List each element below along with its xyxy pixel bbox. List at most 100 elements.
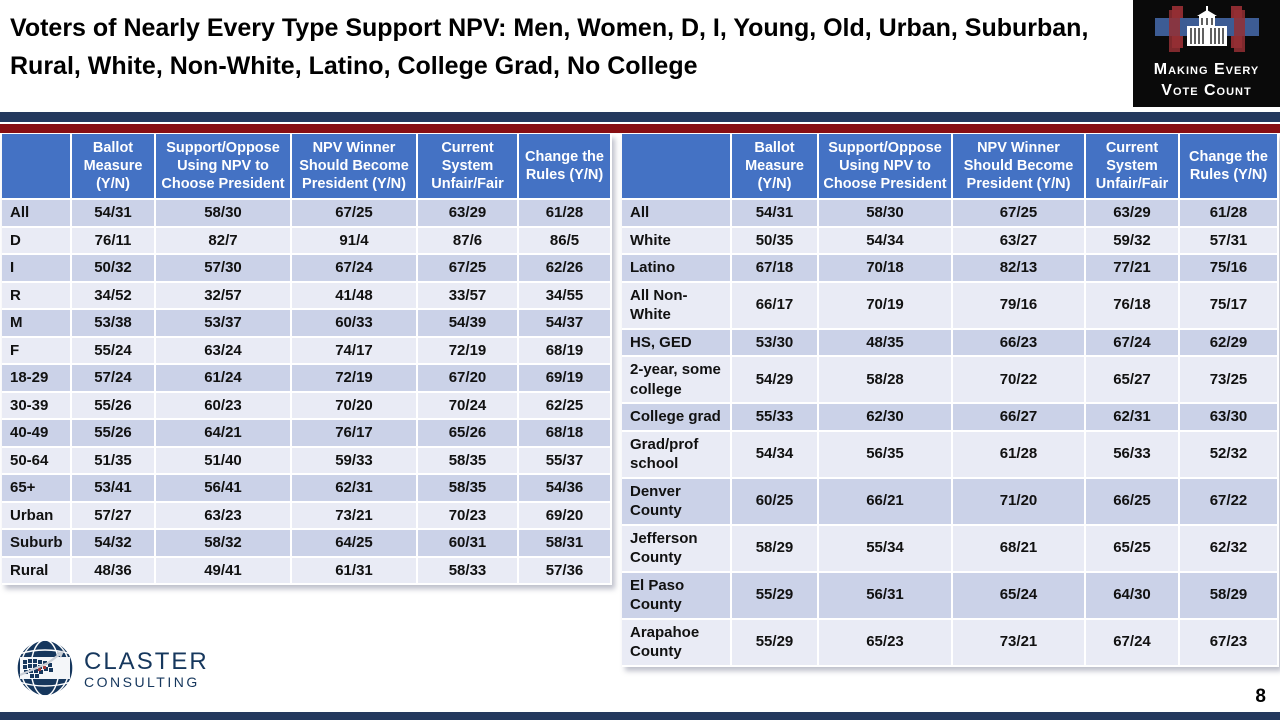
value-cell: 60/23: [156, 392, 292, 420]
value-cell: 58/31: [519, 530, 612, 558]
value-cell: 51/40: [156, 447, 292, 475]
mevc-logo-line2: Vote Count: [1161, 81, 1252, 99]
table-row: Latino 67/18 70/18 82/13 77/21 75/16: [622, 255, 1279, 283]
value-cell: 68/18: [519, 420, 612, 448]
value-cell: 65/26: [418, 420, 519, 448]
value-cell: 66/21: [819, 478, 953, 526]
value-cell: 53/30: [732, 329, 819, 357]
value-cell: 65/27: [1086, 357, 1180, 404]
value-cell: 67/25: [418, 255, 519, 283]
value-cell: 64/25: [292, 530, 418, 558]
value-cell: 67/25: [292, 200, 418, 228]
value-cell: 55/29: [732, 619, 819, 667]
row-label-cell: All: [2, 200, 72, 228]
bottom-bar: [0, 712, 1280, 720]
row-label-cell: White: [622, 227, 732, 255]
value-cell: 55/24: [72, 337, 156, 365]
row-label-cell: Denver County: [622, 478, 732, 526]
value-cell: 54/39: [418, 310, 519, 338]
row-label-cell: 30-39: [2, 392, 72, 420]
column-header-cell: [2, 134, 72, 200]
value-cell: 71/20: [953, 478, 1086, 526]
row-label-cell: 40-49: [2, 420, 72, 448]
table-row: I 50/32 57/30 67/24 67/25 62/26: [2, 255, 612, 283]
table-row: D 76/11 82/7 91/4 87/6 86/5: [2, 227, 612, 255]
row-label-cell: All Non-White: [622, 282, 732, 330]
value-cell: 50/32: [72, 255, 156, 283]
value-cell: 54/29: [732, 357, 819, 404]
row-label-cell: D: [2, 227, 72, 255]
row-label-cell: 2-year, some college: [622, 357, 732, 404]
value-cell: 69/20: [519, 502, 612, 530]
value-cell: 54/31: [72, 200, 156, 228]
value-cell: 62/30: [819, 404, 953, 432]
value-cell: 72/19: [418, 337, 519, 365]
value-cell: 52/32: [1180, 431, 1279, 479]
value-cell: 61/28: [1180, 200, 1279, 228]
value-cell: 48/35: [819, 329, 953, 357]
row-label-cell: 65+: [2, 475, 72, 503]
value-cell: 66/23: [953, 329, 1086, 357]
value-cell: 76/18: [1086, 282, 1180, 330]
value-cell: 66/25: [1086, 478, 1180, 526]
value-cell: 67/25: [953, 200, 1086, 228]
value-cell: 58/29: [732, 525, 819, 573]
value-cell: 58/29: [1180, 572, 1279, 620]
table-row: All 54/31 58/30 67/25 63/29 61/28: [2, 200, 612, 228]
accent-bar-red: [0, 124, 1280, 133]
value-cell: 55/29: [732, 572, 819, 620]
value-cell: 50/35: [732, 227, 819, 255]
value-cell: 60/31: [418, 530, 519, 558]
column-header-cell: Current System Unfair/Fair: [418, 134, 519, 200]
table-row: Urban 57/27 63/23 73/21 70/23 69/20: [2, 502, 612, 530]
value-cell: 75/16: [1180, 255, 1279, 283]
table-row: Jefferson County 58/29 55/34 68/21 65/25 62/3…: [622, 525, 1279, 573]
value-cell: 54/34: [819, 227, 953, 255]
value-cell: 55/26: [72, 392, 156, 420]
value-cell: 58/32: [156, 530, 292, 558]
value-cell: 54/31: [732, 200, 819, 228]
value-cell: 60/33: [292, 310, 418, 338]
column-header-cell: Change the Rules (Y/N): [1180, 134, 1279, 200]
value-cell: 79/16: [953, 282, 1086, 330]
demographics-table-right: Ballot Measure (Y/N) Support/Oppose Using…: [622, 134, 1279, 667]
value-cell: 55/26: [72, 420, 156, 448]
value-cell: 70/23: [418, 502, 519, 530]
value-cell: 54/34: [732, 431, 819, 479]
value-cell: 76/11: [72, 227, 156, 255]
value-cell: 59/33: [292, 447, 418, 475]
value-cell: 58/33: [418, 557, 519, 585]
slide-title: Voters of Nearly Every Type Support NPV:…: [10, 14, 1089, 80]
value-cell: 70/20: [292, 392, 418, 420]
value-cell: 56/31: [819, 572, 953, 620]
row-label-cell: College grad: [622, 404, 732, 432]
table-row: 65+ 53/41 56/41 62/31 58/35 54/36: [2, 475, 612, 503]
row-label-cell: El Paso County: [622, 572, 732, 620]
claster-logo-name: CLASTER: [84, 648, 209, 676]
value-cell: 61/24: [156, 365, 292, 393]
value-cell: 87/6: [418, 227, 519, 255]
row-label-cell: All: [622, 200, 732, 228]
value-cell: 62/26: [519, 255, 612, 283]
row-label-cell: 18-29: [2, 365, 72, 393]
value-cell: 34/52: [72, 282, 156, 310]
table-row: 2-year, some college 54/29 58/28 70/22 65/27…: [622, 357, 1279, 404]
value-cell: 64/21: [156, 420, 292, 448]
value-cell: 53/41: [72, 475, 156, 503]
value-cell: 57/36: [519, 557, 612, 585]
value-cell: 58/28: [819, 357, 953, 404]
claster-logo-sub: CONSULTING: [84, 674, 200, 691]
column-header-cell: Support/Oppose Using NPV to Choose Presi…: [156, 134, 292, 200]
globe-icon: [14, 637, 76, 704]
value-cell: 60/25: [732, 478, 819, 526]
value-cell: 63/27: [953, 227, 1086, 255]
value-cell: 67/24: [1086, 619, 1180, 667]
row-label-cell: Rural: [2, 557, 72, 585]
value-cell: 33/57: [418, 282, 519, 310]
value-cell: 41/48: [292, 282, 418, 310]
table-row: White 50/35 54/34 63/27 59/32 57/31: [622, 227, 1279, 255]
claster-consulting-logo: CLASTER CONSULTING: [14, 637, 209, 704]
value-cell: 67/22: [1180, 478, 1279, 526]
value-cell: 72/19: [292, 365, 418, 393]
value-cell: 32/57: [156, 282, 292, 310]
